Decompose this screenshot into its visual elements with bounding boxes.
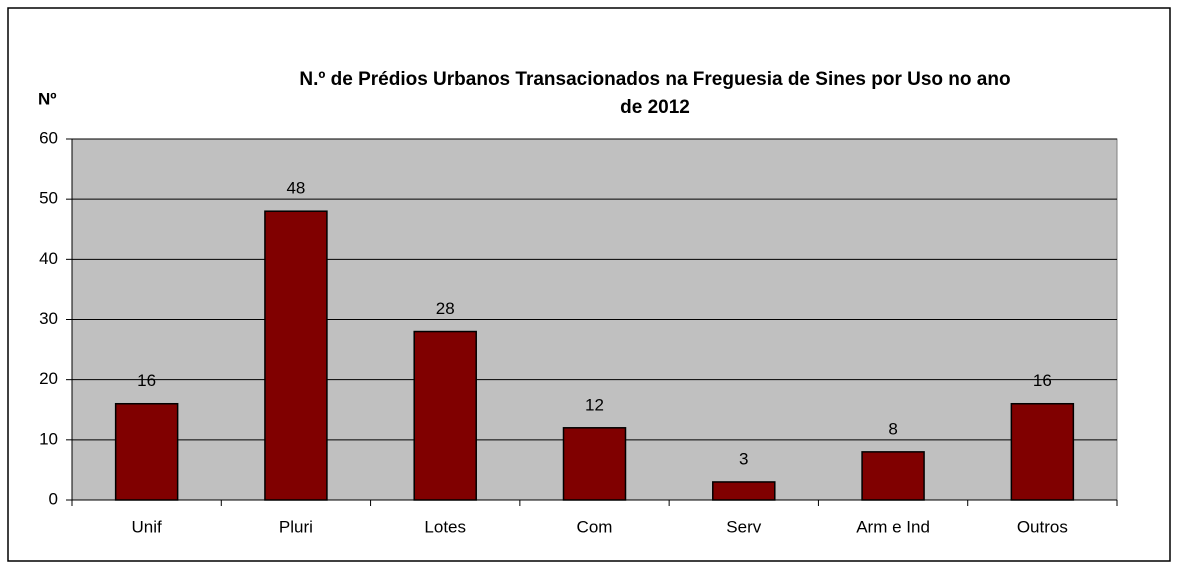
x-tick-label: Com	[577, 517, 613, 536]
bar	[264, 210, 328, 501]
x-tick-label: Unif	[132, 517, 163, 536]
data-label: 12	[585, 395, 604, 414]
y-axis-label: Nº	[38, 89, 57, 108]
x-tick-label: Lotes	[424, 517, 466, 536]
y-tick-label: 60	[39, 128, 58, 147]
y-tick-label: 20	[39, 369, 58, 388]
y-tick-label: 40	[39, 249, 58, 268]
data-label: 28	[436, 299, 455, 318]
x-tick-label: Arm e Ind	[856, 517, 930, 536]
bar	[712, 481, 776, 501]
bar	[1010, 402, 1075, 501]
bar	[562, 427, 627, 501]
bar	[114, 402, 179, 501]
chart-title: de 2012	[620, 97, 690, 118]
data-label: 8	[888, 419, 897, 438]
chart-title: N.º de Prédios Urbanos Transacionados na…	[299, 69, 1010, 90]
y-tick-label: 0	[49, 489, 58, 508]
data-label: 16	[137, 371, 156, 390]
x-tick-label: Pluri	[279, 517, 313, 536]
data-label: 3	[739, 449, 748, 468]
y-tick-label: 10	[39, 429, 58, 448]
bar	[861, 451, 925, 501]
data-label: 16	[1033, 371, 1052, 390]
bar	[413, 330, 477, 501]
x-tick-label: Outros	[1017, 517, 1068, 536]
data-label: 48	[286, 179, 305, 198]
y-tick-label: 30	[39, 309, 58, 328]
x-tick-label: Serv	[726, 517, 761, 536]
y-tick-label: 50	[39, 189, 58, 208]
